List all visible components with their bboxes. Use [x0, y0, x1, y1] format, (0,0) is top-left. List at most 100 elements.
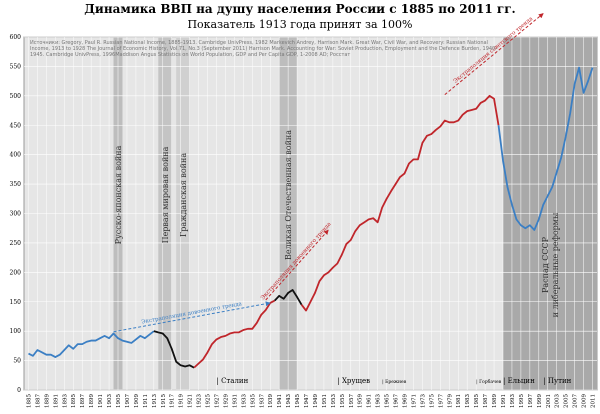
data-line	[274, 289, 303, 306]
x-tick-label: 2005	[564, 394, 570, 408]
chart-title: Динамика ВВП на душу населения России с …	[84, 2, 515, 16]
band-label: Великая Отечественная война	[284, 130, 293, 260]
leader-label: | Хрущев	[337, 377, 370, 385]
x-tick-label: 1995	[519, 394, 525, 408]
x-tick-label: 1913	[152, 394, 158, 408]
x-tick-label: 1933	[241, 394, 247, 408]
leader-label: | Брежнев	[382, 379, 407, 385]
x-tick-label: 1941	[277, 394, 283, 408]
x-tick-label: 1969	[403, 394, 409, 408]
x-tick-label: 1931	[232, 394, 238, 408]
x-tick-label: 1975	[429, 394, 435, 408]
x-tick-label: 1999	[537, 394, 543, 408]
source-note: Источники: Gregory, Paul R. Russian Nati…	[30, 40, 498, 58]
x-tick-label: 1903	[107, 394, 113, 408]
x-tick-label: 1983	[465, 394, 471, 408]
x-tick-label: 1891	[53, 394, 59, 408]
x-tick-label: 1885	[26, 394, 32, 408]
x-tick-label: 1965	[385, 394, 391, 408]
x-tick-label: 1991	[501, 394, 507, 408]
trend-arrow	[444, 13, 544, 96]
y-tick-label: 500	[10, 93, 22, 100]
leader-label: | Сталин	[216, 377, 248, 385]
x-tick-label: 1919	[179, 394, 185, 408]
y-tick-label: 200	[10, 269, 22, 276]
x-tick-label: 1935	[250, 394, 256, 408]
data-line	[193, 299, 276, 369]
x-tick-label: 1979	[447, 394, 453, 408]
x-tick-label: 1943	[286, 394, 292, 408]
y-tick-label: 400	[10, 152, 22, 159]
x-tick-label: 1967	[394, 394, 400, 408]
trend-arrow	[265, 229, 329, 301]
x-tick-label: 1981	[456, 394, 462, 408]
data-line	[300, 94, 500, 312]
x-tick-label: 1957	[349, 394, 355, 408]
y-tick-label: 350	[10, 181, 22, 188]
x-tick-label: 1897	[80, 394, 86, 408]
leader-label: | Горбачев	[476, 378, 502, 385]
x-tick-label: 1901	[98, 394, 104, 408]
y-tick-label: 250	[10, 240, 22, 247]
x-tick-label: 1905	[116, 394, 122, 408]
x-tick-label: 1989	[492, 394, 498, 408]
y-tick-label: 450	[10, 122, 22, 129]
x-tick-label: 1899	[89, 394, 95, 408]
x-tick-label: 2003	[555, 394, 561, 408]
x-tick-label: 1893	[62, 394, 68, 408]
x-tick-label: 1889	[44, 394, 50, 408]
x-tick-label: 1951	[322, 394, 328, 408]
x-tick-label: 1937	[259, 394, 265, 408]
x-tick-label: 1895	[71, 394, 77, 408]
x-tick-label: 1939	[268, 394, 274, 408]
band-label: и либеральные реформы	[551, 212, 560, 317]
x-tick-label: 1953	[331, 394, 337, 408]
x-tick-label: 1955	[340, 394, 346, 408]
leader-label: | Ельцин	[503, 377, 535, 385]
y-tick-label: 0	[17, 387, 21, 394]
x-tick-label: 1971	[411, 394, 417, 408]
band-label: Русско-японская война	[114, 145, 123, 244]
data-line	[153, 330, 195, 369]
x-tick-label: 1985	[474, 394, 480, 408]
band-label: Первая мировая война	[161, 146, 170, 243]
x-tick-label: 1909	[134, 394, 140, 408]
data-line	[28, 330, 155, 358]
x-tick-label: 1973	[420, 394, 426, 408]
x-tick-label: 1997	[528, 394, 534, 408]
x-tick-label: 1915	[161, 394, 167, 408]
x-tick-label: 1921	[188, 394, 194, 408]
x-tick-label: 1911	[143, 394, 149, 408]
x-tick-label: 1945	[295, 394, 301, 408]
x-tick-label: 1977	[438, 394, 444, 408]
x-tick-label: 1923	[197, 394, 203, 408]
trend-arrow	[113, 301, 271, 333]
y-tick-label: 150	[10, 299, 22, 306]
x-tick-label: 1925	[206, 394, 212, 408]
band-label: Гражданская война	[179, 153, 188, 237]
x-tick-label: 1987	[483, 394, 489, 408]
x-tick-label: 1947	[304, 394, 310, 408]
data-line	[497, 66, 594, 231]
x-tick-label: 1929	[223, 394, 229, 408]
x-tick-label: 1961	[367, 394, 373, 408]
x-tick-label: 2011	[591, 394, 597, 408]
x-tick-label: 2001	[546, 394, 552, 408]
band-label: Распад СССР	[541, 236, 550, 293]
y-tick-label: 300	[10, 211, 22, 218]
x-tick-label: 1959	[358, 394, 364, 408]
x-tick-label: 2009	[582, 394, 588, 408]
y-tick-label: 600	[10, 34, 22, 41]
x-tick-label: 1993	[510, 394, 516, 408]
x-tick-label: 2007	[573, 394, 579, 408]
leader-label: | Путин	[543, 377, 571, 385]
x-tick-label: 1927	[214, 394, 220, 408]
chart-subtitle: Показатель 1913 года принят за 100%	[187, 18, 412, 31]
x-tick-label: 1907	[125, 394, 131, 408]
x-tick-label: 1917	[170, 394, 176, 408]
x-tick-label: 1963	[376, 394, 382, 408]
x-tick-label: 1949	[313, 394, 319, 408]
x-tick-label: 1887	[35, 394, 41, 408]
